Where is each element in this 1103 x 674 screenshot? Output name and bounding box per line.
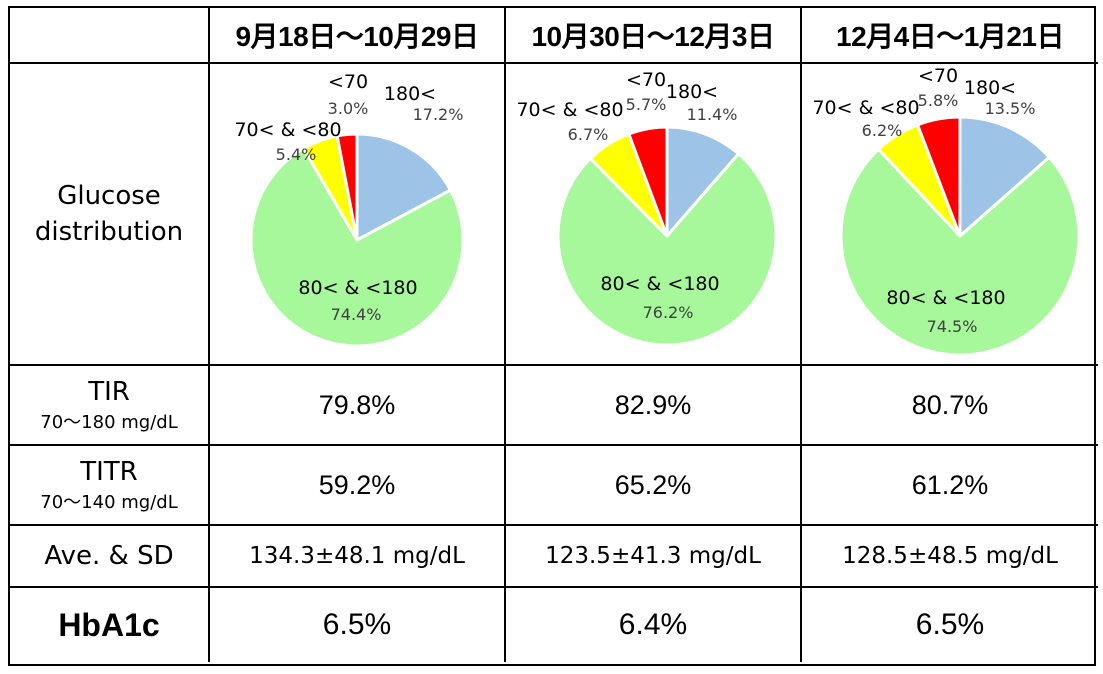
pie-cell-3: 180< 13.5% 80< & <180 74.5% 70< & <80 6.2% <70… [802,64,1098,366]
glucose-label-line1: Glucose [57,181,161,211]
hba1c-label: HbA1c [10,588,210,662]
period-header-1: 9月18日～10月29日 [210,8,506,64]
hba1c-value-1: 6.5% [210,588,506,662]
pie-chart-period-1: 180<17.2% 80< & <180 74.4% 70< & <80 5.4% <70… [234,71,465,348]
tir-range: 70～180 mg/dL [40,412,178,433]
slice-80-to-180 [839,147,1081,357]
ave-sd-label: Ave. & SD [10,526,210,588]
ave-sd-value-2: 123.5±41.3 mg/dL [506,526,802,588]
glucose-distribution-label: Glucose distribution [10,64,210,366]
tir-title: TIR [88,377,130,407]
slice-80-to-180-category-label: 80< & <180 [600,273,719,295]
period-header-2: 10月30日～12月3日 [506,8,802,64]
titr-value-1: 59.2% [210,446,506,526]
slice-above-180-percent-label: 11.4% [687,105,738,124]
hba1c-title: HbA1c [58,606,160,643]
ave-sd-value-3: 128.5±48.5 mg/dL [802,526,1098,588]
slice-70-to-80-percent-label: 6.2% [862,121,903,140]
slice-below-70 [626,125,669,237]
slice-above-180 [958,115,1052,240]
hba1c-value-2: 6.4% [506,588,802,662]
slice-80-to-180-category-label: 80< & <180 [298,277,417,299]
slice-above-180 [355,132,453,243]
header-corner [10,8,210,64]
hba1c-value-3: 6.5% [915,608,985,641]
titr-title: TITR [80,457,138,487]
titr-label: TITR 70～140 mg/dL [10,446,210,526]
slice-70-to-80-category-label: 70< & <80 [812,97,919,119]
tir-value-3: 80.7% [802,366,1098,446]
tir-value-2: 82.9% [506,366,802,446]
glucose-label-line2: distribution [34,217,184,247]
pie-chart-period-2: 180< 11.4% 80< & <180 76.2% 70< & <80 6.7% <70… [516,69,778,347]
period-header-3: 12月4日～1月21日 [802,8,1098,64]
titr-value-3: 61.2% [802,446,1098,526]
ave-sd-title: Ave. & SD [44,541,174,571]
slice-below-70 [915,115,962,237]
slice-above-180 [665,125,741,241]
slice-80-to-180-percent-label: 74.5% [927,317,978,336]
ave-sd-value-1: 134.3±48.1 mg/dL [210,526,506,588]
slice-below-70-category-label: <70 [918,65,958,87]
slice-above-180-category-label: 180< [384,83,436,105]
slice-below-70 [335,132,359,241]
slice-80-to-180-category-label: 80< & <180 [886,287,1005,309]
pie-cell-1: 180< 17.2% 80< & <180 74.4% 70< & <80 5.4% <70… [210,64,506,366]
slice-below-70-percent-label: 3.0% [328,99,369,118]
slice-above-180-percent-label: 17.2% [413,105,464,124]
pie-chart-period-3: 180<13.5% 80< & <180 74.5% 70< & <80 6.2% <70… [812,65,1081,357]
titr-range: 70～140 mg/dL [40,492,178,513]
slice-80-to-180-percent-label: 76.2% [643,303,694,322]
slice-below-70-category-label: <70 [328,71,368,93]
slice-80-to-180 [249,146,465,348]
slice-70-to-80-category-label: 70< & <80 [234,119,341,141]
slice-below-70-percent-label: 5.8% [918,91,959,110]
slice-above-180-percent-label: 13.5% [985,99,1036,118]
slice-80-to-180-percent-label: 74.4% [331,305,382,324]
slice-70-to-80-percent-label: 6.7% [568,125,609,144]
slice-70-to-80-category-label: 70< & <80 [516,99,623,121]
tir-label: TIR 70～180 mg/dL [10,366,210,446]
pie-cell-2: 180< 11.4% 80< & <180 76.2% 70< & <80 6.7% <70… [506,64,802,366]
slice-80-to-180 [556,151,778,347]
slice-below-70-category-label: <70 [626,69,666,91]
tir-value-1: 79.8% [210,366,506,446]
slice-above-180-category-label: 180< [964,77,1016,99]
slice-below-70-percent-label: 5.7% [626,95,667,114]
comparison-table: 9月18日～10月29日 10月30日～12月3日 12月4日～1月21日 Gl… [8,6,1098,666]
titr-value-2: 65.2% [506,446,802,526]
slice-70-to-80-percent-label: 5.4% [276,145,317,164]
slice-above-180-category-label: 180< [666,81,718,103]
